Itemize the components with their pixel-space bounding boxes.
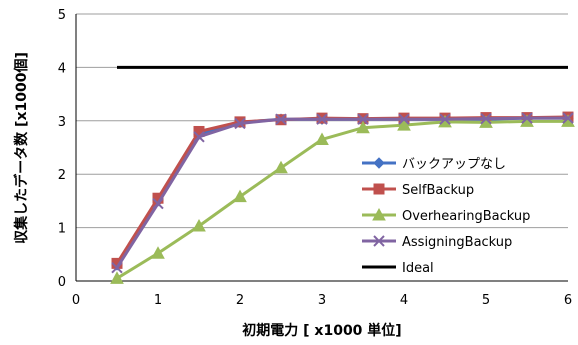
legend-label: Ideal [402,261,434,276]
x-axis-title: 初期電力 [ x1000 単位] [242,322,401,339]
x-marker-stroke [373,235,385,247]
triangle-marker [110,271,124,284]
x-marker-stroke [111,261,123,274]
x-marker-stroke [234,117,246,130]
x-marker [152,197,164,210]
x-marker [234,117,246,130]
x-marker-stroke [152,197,164,210]
y-tick-label: 5 [58,8,66,23]
y-axis-title: 収集したデータ数 [x1000個] [13,52,30,244]
x-tick-label: 1 [154,293,162,308]
legend-item: SelfBackup [362,183,474,198]
triangle-marker [315,132,329,145]
x-marker [439,113,451,125]
y-tick-label: 2 [58,168,66,183]
x-tick-label: 6 [564,293,572,308]
series-assigningbackup [111,112,574,274]
x-marker-stroke [562,112,574,124]
x-marker [562,112,574,124]
x-marker-stroke [439,113,451,125]
x-marker-stroke [480,112,492,125]
x-marker [521,112,533,124]
diamond-marker [373,157,385,169]
x-marker [357,113,369,125]
legend-item: AssigningBackup [362,235,512,250]
x-marker [480,112,492,125]
triangle-marker [372,207,386,221]
triangle-marker [274,160,288,174]
legend-label: AssigningBackup [402,235,512,250]
x-marker-stroke [398,113,410,125]
x-marker [111,261,123,274]
series-line [115,116,568,269]
x-tick-label: 0 [72,293,80,308]
y-tick-label: 1 [58,222,66,237]
x-tick-label: 4 [400,293,408,308]
y-tick-label: 4 [58,61,66,76]
axes: 0 1 2 3 4 5 0 1 2 3 4 5 6 [58,8,572,308]
legend-item: OverhearingBackup [362,207,530,224]
x-tick-label: 5 [482,293,490,308]
triangle-marker [151,246,165,259]
legend: バックアップなし SelfBackup OverhearingBackup Assig… [362,157,530,276]
square-marker [373,183,385,195]
x-marker-stroke [193,131,205,143]
legend-item: Ideal [362,261,434,276]
triangle-marker [397,118,411,131]
x-marker-stroke [316,113,328,125]
legend-item: バックアップなし [362,157,506,172]
series-overhearingbackup [110,114,575,284]
x-marker [398,113,410,125]
legend-label: OverhearingBackup [402,209,530,224]
triangle-marker [233,189,247,203]
legend-label: SelfBackup [402,183,474,198]
x-marker-stroke [357,113,369,125]
y-tick-label: 0 [58,275,66,290]
y-tick-label: 3 [58,115,66,130]
x-marker [193,131,205,143]
series-layer [110,65,575,284]
x-marker-stroke [521,112,533,124]
series-line [116,119,568,280]
x-tick-label: 3 [318,293,326,308]
triangle-marker [356,120,370,134]
x-tick-label: 2 [236,293,244,308]
x-marker [275,113,287,125]
triangle-marker [192,218,206,232]
legend-label: バックアップなし [402,157,506,172]
x-marker-stroke [275,113,287,125]
x-marker [316,113,328,125]
x-marker [373,235,385,247]
